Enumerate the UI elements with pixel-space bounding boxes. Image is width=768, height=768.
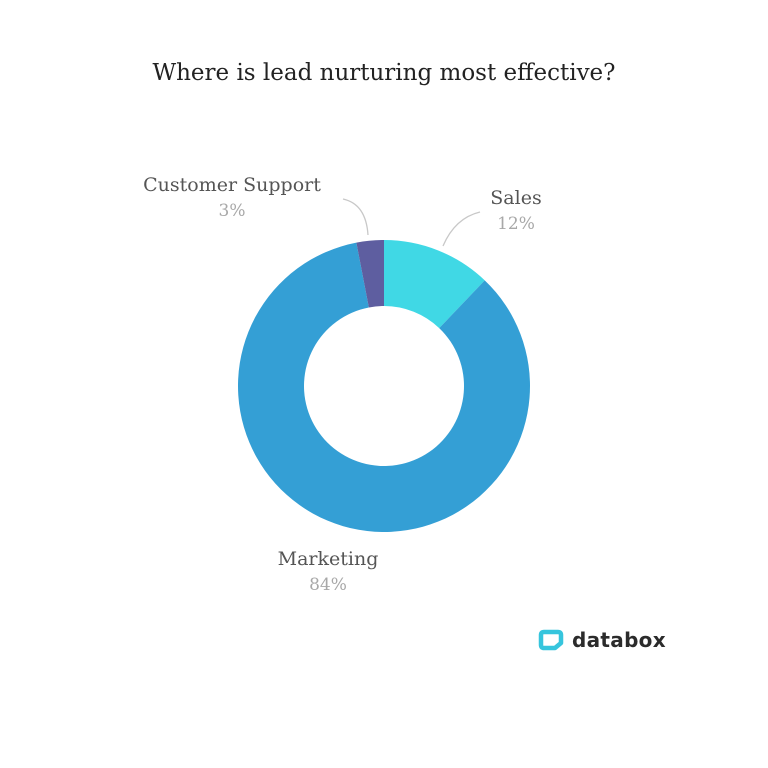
slice-customer-support xyxy=(356,240,384,308)
leader-line-customer-support xyxy=(342,198,369,236)
leader-line-sales xyxy=(442,211,481,247)
databox-logo-icon xyxy=(538,629,564,651)
label-sales-name: Sales xyxy=(490,187,542,209)
chart-title: Where is lead nurturing most effective? xyxy=(152,60,616,86)
databox-logo: databox xyxy=(538,628,666,652)
label-customer-support-pct: 3% xyxy=(218,201,246,221)
label-marketing-pct: 84% xyxy=(309,575,347,595)
slice-sales xyxy=(384,240,485,329)
label-customer-support: Customer Support 3% xyxy=(136,174,328,221)
label-sales: Sales 12% xyxy=(476,187,556,234)
label-sales-pct: 12% xyxy=(497,214,535,234)
label-marketing: Marketing 84% xyxy=(268,548,388,595)
label-marketing-name: Marketing xyxy=(277,548,379,570)
label-customer-support-name: Customer Support xyxy=(143,174,321,196)
databox-logo-text: databox xyxy=(572,628,666,652)
slice-marketing xyxy=(238,242,530,532)
